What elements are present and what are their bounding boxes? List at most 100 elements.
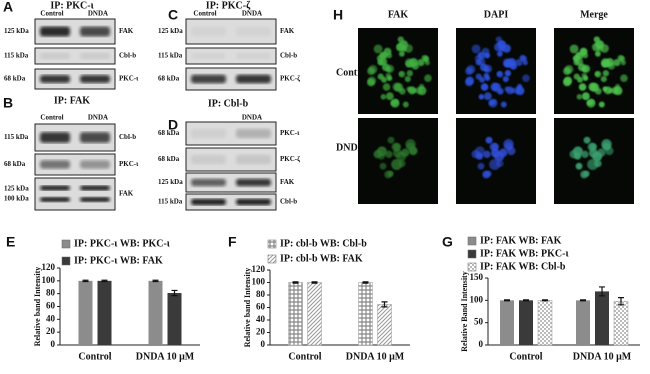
error-bar xyxy=(599,286,605,297)
kda-label: 115 kDa xyxy=(158,52,183,60)
kda-label: 115 kDa xyxy=(158,198,183,206)
cell xyxy=(424,60,430,66)
protein-label: PKC-ι xyxy=(119,75,139,83)
panel-letter: F xyxy=(228,234,237,250)
cell xyxy=(620,60,626,66)
bar xyxy=(519,300,533,345)
bar xyxy=(358,282,373,346)
blot-strip xyxy=(185,121,277,146)
error-bar xyxy=(504,299,510,302)
panel-letter: A xyxy=(3,0,13,15)
row-label: DNDA xyxy=(336,142,366,153)
cell xyxy=(593,36,600,43)
band xyxy=(40,75,70,83)
cell xyxy=(515,58,523,67)
cell xyxy=(504,70,512,77)
cell xyxy=(477,162,485,170)
error-bar xyxy=(311,281,318,284)
cell xyxy=(581,150,589,159)
cell xyxy=(506,146,516,156)
band xyxy=(236,178,271,187)
legend-label: IP: FAK WB: FAK xyxy=(480,235,562,246)
band xyxy=(40,185,70,191)
band xyxy=(236,74,271,84)
y-tick-label: 60 xyxy=(256,302,266,312)
y-tick-label: 80 xyxy=(46,288,56,298)
y-tick-label: 100 xyxy=(470,294,484,304)
column-label: DAPI xyxy=(484,9,509,20)
blot-strip xyxy=(185,172,277,193)
bar xyxy=(500,300,514,345)
protein-label: FAK xyxy=(119,190,134,198)
band xyxy=(236,26,271,37)
bar xyxy=(595,291,609,345)
cell xyxy=(587,159,599,171)
band xyxy=(80,52,110,60)
legend-label: IP: cbl-b WB: FAK xyxy=(280,253,363,264)
cell xyxy=(604,146,614,156)
panel-letter: C xyxy=(168,7,178,23)
cell xyxy=(397,36,404,43)
blot-title: IP: PKC-ζ xyxy=(206,0,251,11)
bar xyxy=(148,280,163,345)
blot-title: IP: FAK xyxy=(54,95,90,106)
cell xyxy=(480,83,489,91)
cell xyxy=(583,136,591,144)
row-label: Control xyxy=(336,67,369,78)
cell xyxy=(386,75,393,81)
kda-label: 68 kDa xyxy=(158,75,180,83)
error-bar xyxy=(101,279,108,283)
band xyxy=(191,154,226,165)
bar xyxy=(576,300,590,345)
cell xyxy=(589,143,597,151)
y-tick-label: 120 xyxy=(42,262,56,272)
cell xyxy=(404,75,411,83)
cell xyxy=(471,44,481,54)
cell xyxy=(491,99,497,105)
band xyxy=(191,26,226,37)
y-tick-label: 100 xyxy=(42,275,56,285)
cell xyxy=(424,74,432,82)
error-bar xyxy=(580,299,586,302)
legend-label: IP: FAK WB: Cbl-b xyxy=(480,261,566,272)
lane-label: DNDA xyxy=(242,114,262,122)
cell xyxy=(500,101,507,108)
cell xyxy=(589,99,595,105)
cell xyxy=(417,58,425,67)
cell xyxy=(483,150,491,159)
y-tick-label: 120 xyxy=(252,264,266,274)
band xyxy=(236,52,271,60)
cell xyxy=(502,44,511,53)
cell xyxy=(602,59,611,68)
y-tick-label: 40 xyxy=(46,313,56,323)
protein-label: Cbl-b xyxy=(280,198,297,206)
protein-label: Cbl-b xyxy=(119,133,136,141)
bar xyxy=(613,300,629,346)
band xyxy=(80,185,110,191)
cell xyxy=(373,149,382,159)
legend-label: IP: cbl-b WB: Cbl-b xyxy=(280,238,367,249)
error-bar xyxy=(381,301,388,308)
cell xyxy=(377,59,384,66)
cell xyxy=(581,92,590,101)
cell xyxy=(481,47,490,56)
legend-swatch xyxy=(467,249,477,259)
cell xyxy=(373,44,383,54)
cell xyxy=(597,148,606,157)
cell xyxy=(594,50,601,57)
protein-label: PKC-ζ xyxy=(280,155,300,163)
x-tick-label: Control xyxy=(78,351,111,362)
y-tick-label: 150 xyxy=(470,272,484,282)
cell xyxy=(385,150,393,159)
blot-title: IP: PKC-ι xyxy=(50,0,94,11)
cell xyxy=(575,162,583,170)
y-tick-label: 80 xyxy=(256,289,266,299)
legend-swatch xyxy=(267,239,277,249)
y-tick-label: 100 xyxy=(252,277,266,287)
y-tick-label: 40 xyxy=(256,314,266,324)
x-tick-label: Control xyxy=(288,351,321,362)
cell xyxy=(418,83,425,90)
protein-label: PKC-ι xyxy=(119,160,139,168)
